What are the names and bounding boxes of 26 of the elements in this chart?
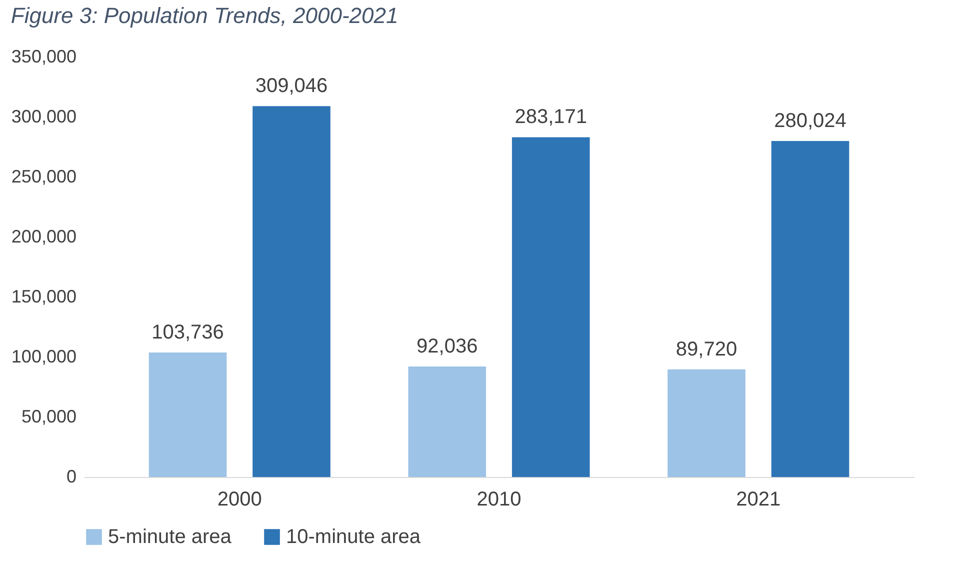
legend-label: 5-minute area — [108, 526, 232, 548]
chart-title: Figure 3: Population Trends, 2000-2021 — [10, 3, 398, 28]
bar — [512, 137, 590, 477]
data-label: 283,171 — [514, 106, 588, 128]
y-tick-label: 0 — [66, 466, 76, 486]
data-label: 280,024 — [774, 110, 846, 132]
y-tick-label: 250,000 — [11, 166, 76, 186]
y-tick-label: 100,000 — [11, 346, 76, 366]
x-tick-label: 2000 — [217, 488, 262, 510]
data-label: 92,036 — [416, 336, 478, 358]
data-label: 89,720 — [676, 338, 738, 360]
bar — [252, 106, 330, 477]
y-tick-label: 50,000 — [21, 406, 76, 426]
bar — [408, 366, 486, 477]
y-tick-label: 200,000 — [11, 226, 76, 246]
y-tick-label: 300,000 — [11, 106, 76, 126]
data-label: 103,736 — [152, 322, 224, 344]
y-tick-label: 150,000 — [11, 286, 76, 306]
x-tick-label: 2021 — [736, 488, 781, 510]
x-tick-label: 2010 — [476, 488, 522, 510]
bar — [668, 369, 746, 477]
legend-label: 10-minute area — [286, 526, 422, 548]
bar — [771, 140, 850, 477]
bar — [148, 352, 227, 477]
data-label: 309,046 — [255, 75, 328, 98]
y-tick-label: 350,000 — [11, 46, 76, 66]
